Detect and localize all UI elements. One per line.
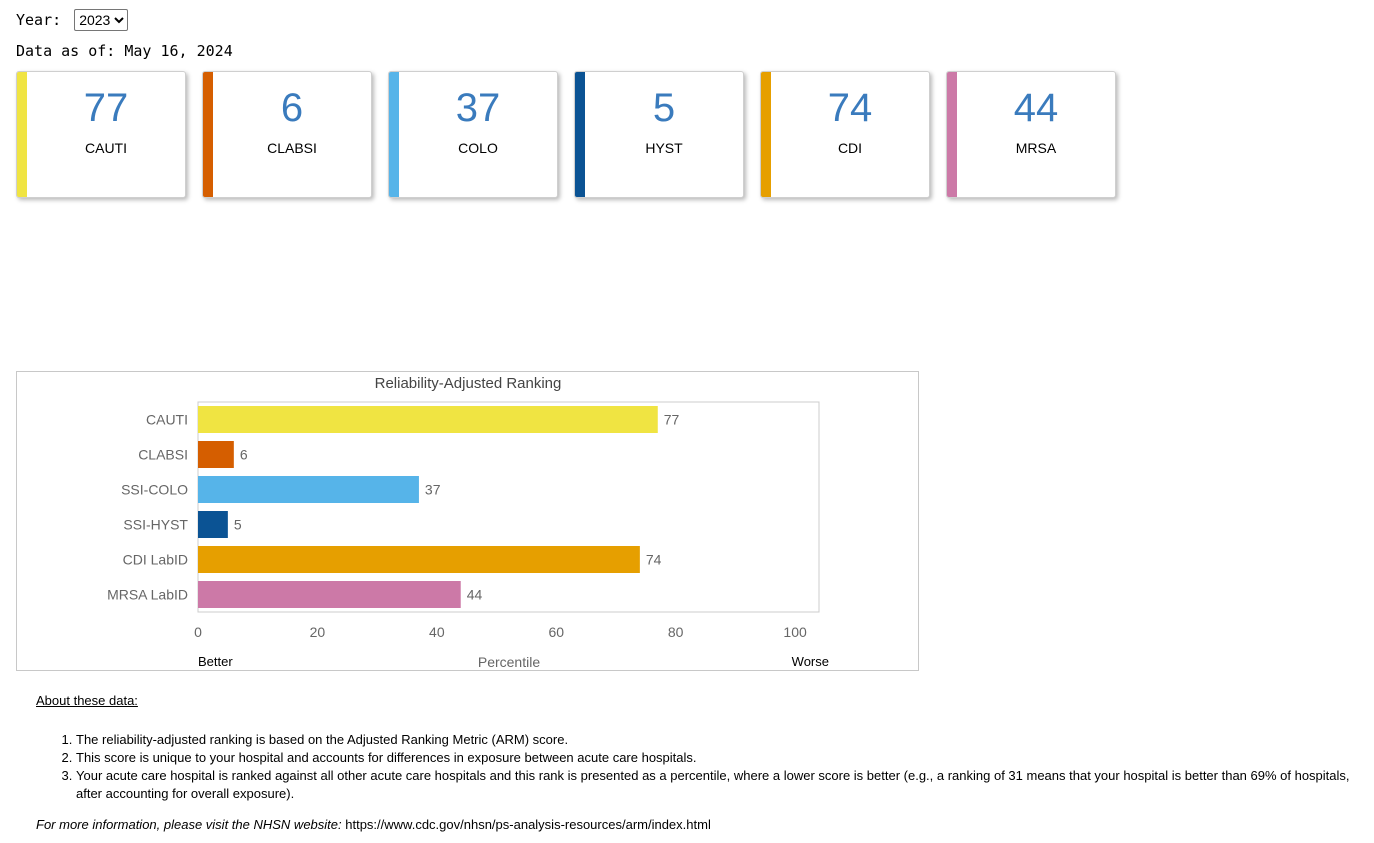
x-tick-label: 0 <box>194 624 202 640</box>
category-label: SSI-COLO <box>121 482 188 498</box>
card-label: CDI <box>837 140 863 156</box>
ranking-chart-svg: Reliability-Adjusted Ranking CAUTI 77 CLABS… <box>107 375 829 670</box>
card-clabsi: 6 CLABSI <box>202 71 372 198</box>
card-label: HYST <box>645 140 683 156</box>
card-value: 77 <box>83 86 129 130</box>
card-cdi: 74 CDI <box>760 71 930 198</box>
card-hyst: 5 HYST <box>574 71 744 198</box>
data-label: 77 <box>664 412 680 428</box>
x-tick-label: 20 <box>310 624 326 640</box>
card-label: COLO <box>458 140 498 156</box>
category-label: CLABSI <box>138 447 188 463</box>
year-label: Year: <box>16 11 62 29</box>
card-color-stripe <box>203 72 213 197</box>
x-tick-label: 60 <box>548 624 564 640</box>
bar <box>198 441 234 468</box>
card-label: CAUTI <box>85 140 127 156</box>
card-color-stripe <box>947 72 957 197</box>
year-filter: Year: 2023 <box>16 9 129 31</box>
x-tick-label: 40 <box>429 624 445 640</box>
data-label: 6 <box>240 447 248 463</box>
category-label: MRSA LabID <box>107 587 188 603</box>
bar <box>198 406 658 433</box>
card-value: 37 <box>455 86 501 130</box>
bar <box>198 581 461 608</box>
bar <box>198 511 228 538</box>
category-label: CAUTI <box>146 412 188 428</box>
x-tick-label: 100 <box>783 624 807 640</box>
card-label: CLABSI <box>267 140 317 156</box>
category-label: SSI-HYST <box>123 517 188 533</box>
card-value: 5 <box>652 86 676 130</box>
card-color-stripe <box>17 72 27 197</box>
card-label: MRSA <box>1015 140 1057 156</box>
about-note: This score is unique to your hospital an… <box>76 749 1356 767</box>
about-note: Your acute care hospital is ranked again… <box>76 767 1356 803</box>
x-tick-label: 80 <box>668 624 684 640</box>
card-mrsa: 44 MRSA <box>946 71 1116 198</box>
card-color-stripe <box>389 72 399 197</box>
category-label: CDI LabID <box>123 552 188 568</box>
ranking-chart: Reliability-Adjusted Ranking CAUTI 77 CLABS… <box>16 371 919 671</box>
card-value: 44 <box>1013 86 1059 130</box>
x-axis-label: Percentile <box>478 654 540 670</box>
bar <box>198 476 419 503</box>
data-label: 44 <box>467 587 483 603</box>
about-notes-list: The reliability-adjusted ranking is base… <box>36 731 1356 803</box>
card-value: 6 <box>280 86 304 130</box>
more-info: For more information, please visit the N… <box>36 817 1356 832</box>
data-label: 74 <box>646 552 662 568</box>
data-as-of: Data as of: May 16, 2024 <box>16 42 233 60</box>
more-info-label: For more information, please visit the N… <box>36 817 342 832</box>
more-info-url[interactable]: https://www.cdc.gov/nhsn/ps-analysis-res… <box>345 817 711 832</box>
card-value: 74 <box>827 86 873 130</box>
worse-label: Worse <box>792 654 829 669</box>
chart-title: Reliability-Adjusted Ranking <box>375 375 562 392</box>
bar <box>198 546 640 573</box>
data-label: 37 <box>425 482 441 498</box>
plot-area-border <box>197 401 820 613</box>
card-colo: 37 COLO <box>388 71 558 198</box>
about-heading: About these data: <box>36 693 138 708</box>
data-label: 5 <box>234 517 242 533</box>
card-cauti: 77 CAUTI <box>16 71 186 198</box>
about-section: About these data: The reliability-adjust… <box>36 693 1356 832</box>
card-color-stripe <box>575 72 585 197</box>
card-color-stripe <box>761 72 771 197</box>
better-label: Better <box>198 654 233 669</box>
year-select[interactable]: 2023 <box>74 9 129 31</box>
about-note: The reliability-adjusted ranking is base… <box>76 731 1356 749</box>
